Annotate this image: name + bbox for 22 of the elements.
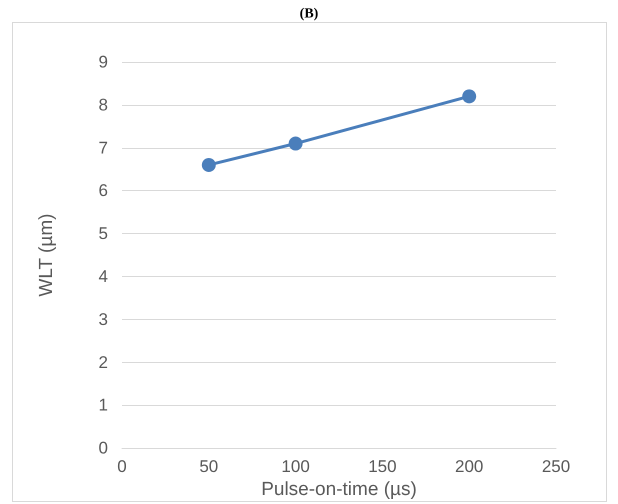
y-axis-title: WLT (µm) (36, 214, 57, 297)
y-tick-label: 1 (98, 396, 108, 415)
x-tick-label: 200 (455, 457, 484, 476)
point (288, 136, 303, 151)
x-tick-label: 100 (281, 457, 310, 476)
x-tick-label: 250 (542, 457, 570, 476)
y-tick-label: 4 (98, 267, 108, 286)
y-tick-label: 8 (98, 95, 108, 114)
x-tick-label: 50 (199, 457, 218, 476)
x-axis-title: Pulse-on-time (µs) (261, 479, 417, 500)
y-tick-label: 0 (98, 438, 108, 458)
x-tick-label: 150 (368, 457, 397, 476)
y-tick-label: 3 (98, 310, 108, 329)
y-tick-label: 7 (98, 138, 108, 158)
point (462, 89, 476, 104)
y-tick-label: 6 (98, 181, 108, 200)
y-tick-label: 2 (98, 352, 108, 372)
y-tick-label: 9 (98, 52, 108, 72)
chart-title: (B) (300, 6, 319, 22)
y-tick-label: 5 (98, 224, 108, 244)
x-tick-label: 0 (117, 457, 127, 476)
point (202, 158, 216, 172)
